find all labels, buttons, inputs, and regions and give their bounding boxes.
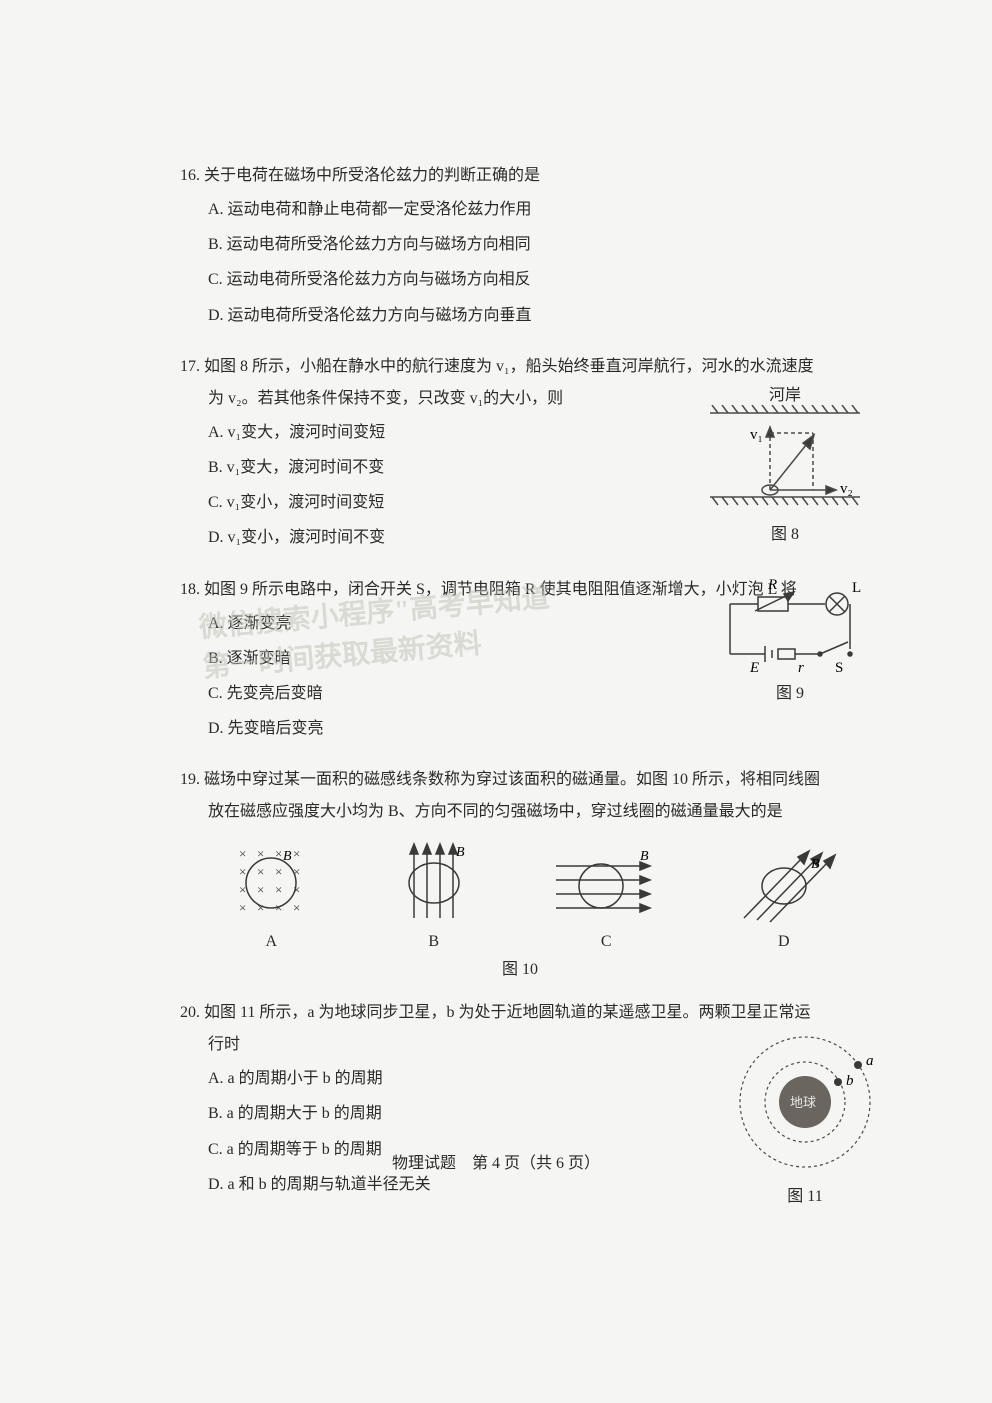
svg-text:×: ×: [239, 900, 246, 915]
fig10-item-a: × × × × × × × × × × × × × × × × B A: [221, 838, 321, 951]
q18-option-d: D. 先变暗后变亮: [208, 711, 628, 746]
svg-text:×: ×: [239, 846, 246, 861]
q16-text: 关于电荷在磁场中所受洛伦兹力的判断正确的是: [204, 167, 540, 184]
q18-option-a: A. 逐渐变亮: [208, 606, 628, 641]
fig10-c-svg: B: [546, 838, 666, 928]
svg-text:×: ×: [293, 882, 300, 897]
fig8-bank-label: 河岸: [700, 381, 870, 405]
page-footer: 物理试题 第 4 页（共 6 页）: [0, 1149, 992, 1173]
fig9-caption: 图 9: [710, 679, 870, 703]
fig8-v2: v₂: [840, 481, 853, 497]
q20-option-b: B. a 的周期大于 b 的周期: [208, 1096, 628, 1131]
svg-text:×: ×: [257, 864, 264, 879]
q17-text1: 如图 8 所示，小船在静水中的航行速度为 v₁，船头始终垂直河岸航行，河水的水流…: [204, 358, 814, 375]
fig11-caption: 图 11: [720, 1182, 890, 1206]
q16-stem: 16. 关于电荷在磁场中所受洛伦兹力的判断正确的是: [180, 160, 860, 192]
fig10-a-b: B: [283, 849, 292, 864]
fig10-item-b: B B: [384, 838, 484, 951]
svg-text:×: ×: [239, 864, 246, 879]
fig9-e-label: E: [749, 660, 759, 674]
svg-text:×: ×: [293, 900, 300, 915]
svg-text:×: ×: [293, 864, 300, 879]
fig8-v1: v₁: [750, 427, 763, 443]
fig10-item-d: B D: [729, 838, 839, 951]
q20-option-a: A. a 的周期小于 b 的周期: [208, 1061, 628, 1096]
q20-text1: 如图 11 所示，a 为地球同步卫星，b 为处于近地圆轨道的某遥感卫星。两颗卫星…: [204, 1004, 811, 1021]
fig10-d-b: B: [811, 857, 820, 872]
svg-text:×: ×: [275, 900, 282, 915]
q16-option-d: D. 运动电荷所受洛伦兹力方向与磁场方向垂直: [208, 298, 860, 333]
fig9-l-label: L: [852, 580, 861, 596]
question-18: 18. 如图 9 所示电路中，闭合开关 S，调节电阻箱 R 使其电阻阻值逐渐增大…: [180, 574, 860, 747]
q18-option-c: C. 先变亮后变暗: [208, 676, 628, 711]
figure-8: 河岸: [700, 381, 870, 544]
q19-text1: 磁场中穿过某一面积的磁感线条数称为穿过该面积的磁通量。如图 10 所示，将相同线…: [204, 771, 820, 788]
fig10-d-svg: B: [729, 838, 839, 928]
q18-option-b: B. 逐渐变暗: [208, 641, 628, 676]
q16-option-c: C. 运动电荷所受洛伦兹力方向与磁场方向相反: [208, 262, 860, 297]
fig10-label-c: C: [546, 933, 666, 951]
q16-num: 16.: [180, 167, 200, 184]
fig10-label-b: B: [384, 933, 484, 951]
fig8-svg: v₁ v₂: [700, 405, 870, 515]
q16-option-a: A. 运动电荷和静止电荷都一定受洛伦兹力作用: [208, 192, 860, 227]
q20-num: 20.: [180, 1004, 200, 1021]
q17-option-c: C. v₁变小，渡河时间变短: [208, 485, 628, 520]
fig11-a-label: a: [866, 1053, 874, 1069]
svg-text:×: ×: [293, 846, 300, 861]
fig9-s-label: S: [835, 660, 843, 674]
q20-stem: 20. 如图 11 所示，a 为地球同步卫星，b 为处于近地圆轨道的某遥感卫星。…: [180, 997, 860, 1029]
fig8-caption: 图 8: [700, 520, 870, 544]
fig9-r2-label: r: [798, 660, 804, 674]
fig10-item-c: B C: [546, 838, 666, 951]
fig11-b-label: b: [846, 1073, 854, 1089]
fig9-r-label: R: [767, 577, 777, 593]
fig10-c-b: B: [640, 849, 649, 864]
q19-num: 19.: [180, 771, 200, 788]
q17-num: 17.: [180, 358, 200, 375]
svg-text:×: ×: [275, 846, 282, 861]
figure-9: R L E r S 图 9: [710, 574, 870, 703]
question-16: 16. 关于电荷在磁场中所受洛伦兹力的判断正确的是 A. 运动电荷和静止电荷都一…: [180, 160, 860, 333]
q17-option-a: A. v₁变大，渡河时间变短: [208, 415, 628, 450]
q16-option-b: B. 运动电荷所受洛伦兹力方向与磁场方向相同: [208, 227, 860, 262]
fig10-a-svg: × × × × × × × × × × × × × × × × B: [221, 838, 321, 928]
fig9-svg: R L E r S: [710, 574, 870, 674]
svg-text:×: ×: [257, 846, 264, 861]
svg-text:×: ×: [275, 864, 282, 879]
q16-options: A. 运动电荷和静止电荷都一定受洛伦兹力作用 B. 运动电荷所受洛伦兹力方向与磁…: [180, 192, 860, 333]
fig10-label-a: A: [221, 933, 321, 951]
q17-option-d: D. v₁变小，渡河时间不变: [208, 520, 628, 555]
question-17: 17. 如图 8 所示，小船在静水中的航行速度为 v₁，船头始终垂直河岸航行，河…: [180, 351, 860, 556]
fig10-caption: 图 10: [180, 955, 860, 979]
q17-option-b: B. v₁变大，渡河时间不变: [208, 450, 628, 485]
q17-stem: 17. 如图 8 所示，小船在静水中的航行速度为 v₁，船头始终垂直河岸航行，河…: [180, 351, 860, 383]
svg-text:×: ×: [257, 900, 264, 915]
figure-11: a b 地球 图 11: [720, 1027, 890, 1206]
fig10-label-d: D: [729, 933, 839, 951]
svg-text:×: ×: [275, 882, 282, 897]
q18-num: 18.: [180, 581, 200, 598]
fig10-b-b: B: [456, 845, 465, 860]
q19-stem2: 放在磁感应强度大小均为 B、方向不同的匀强磁场中，穿过线圈的磁通量最大的是: [180, 796, 860, 828]
fig10-b-svg: B: [384, 838, 484, 928]
svg-text:×: ×: [257, 882, 264, 897]
fig11-earth-label: 地球: [790, 1095, 816, 1110]
q18-text: 如图 9 所示电路中，闭合开关 S，调节电阻箱 R 使其电阻阻值逐渐增大，小灯泡…: [204, 581, 797, 598]
svg-text:×: ×: [239, 882, 246, 897]
question-19: 19. 磁场中穿过某一面积的磁感线条数称为穿过该面积的磁通量。如图 10 所示，…: [180, 764, 860, 979]
figure-10-row: × × × × × × × × × × × × × × × × B A: [180, 828, 860, 951]
q19-stem: 19. 磁场中穿过某一面积的磁感线条数称为穿过该面积的磁通量。如图 10 所示，…: [180, 764, 860, 796]
